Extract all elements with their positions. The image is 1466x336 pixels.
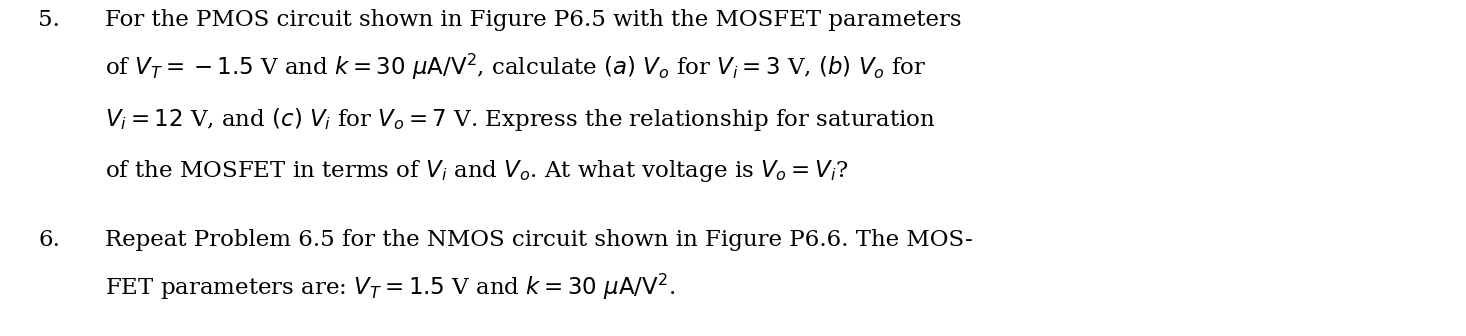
Text: 6.: 6. — [38, 229, 60, 251]
Text: Repeat Problem 6.5 for the NMOS circuit shown in Figure P6.6. The MOS-: Repeat Problem 6.5 for the NMOS circuit … — [106, 229, 973, 251]
Text: of the MOSFET in terms of $V_i$ and $V_o$. At what voltage is $V_o = V_i$?: of the MOSFET in terms of $V_i$ and $V_o… — [106, 158, 849, 184]
Text: For the PMOS circuit shown in Figure P6.5 with the MOSFET parameters: For the PMOS circuit shown in Figure P6.… — [106, 9, 962, 31]
Text: 5.: 5. — [38, 9, 60, 31]
Text: of $V_T = -1.5$ V and $k = 30\ \mu\mathrm{A/V^2}$, calculate $(a)$ $V_o$ for $V_: of $V_T = -1.5$ V and $k = 30\ \mu\mathr… — [106, 52, 927, 82]
Text: $V_i = 12$ V, and $(c)$ $V_i$ for $V_o = 7$ V. Express the relationship for satu: $V_i = 12$ V, and $(c)$ $V_i$ for $V_o =… — [106, 106, 935, 133]
Text: FET parameters are: $V_T = 1.5$ V and $k = 30\ \mu\mathrm{A/V^2}$.: FET parameters are: $V_T = 1.5$ V and $k… — [106, 272, 676, 302]
